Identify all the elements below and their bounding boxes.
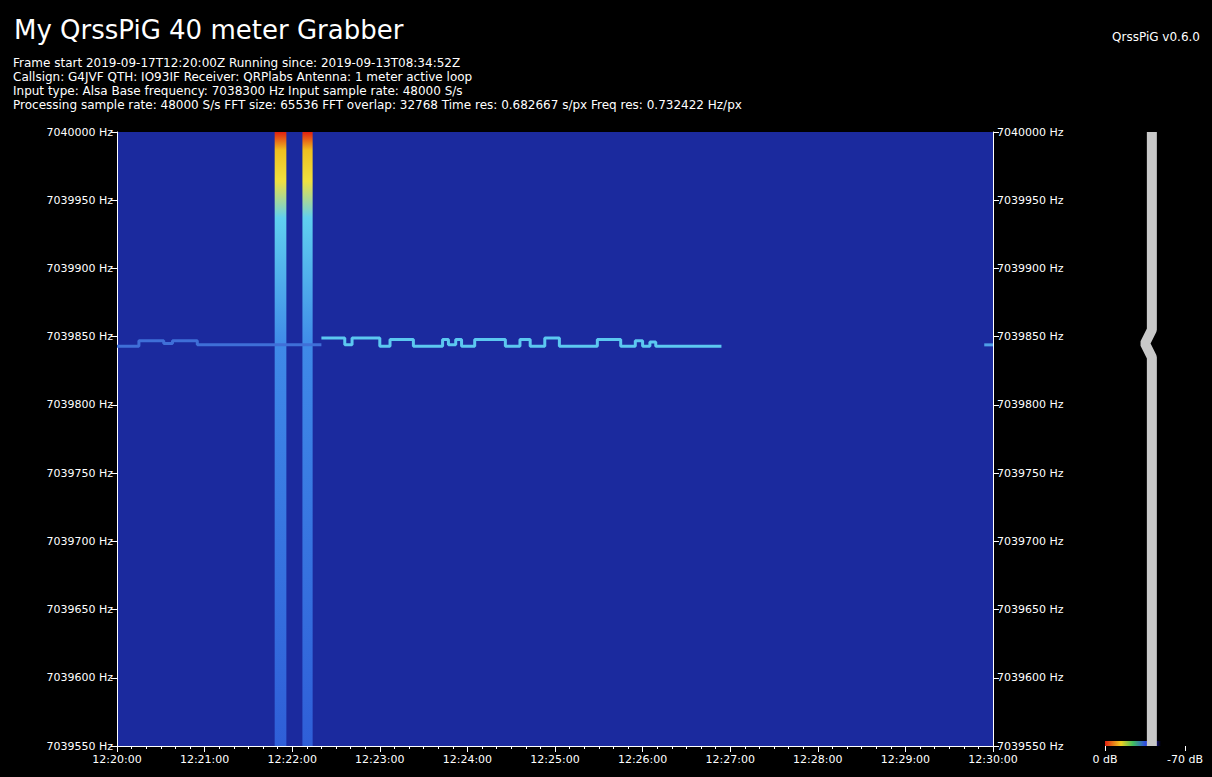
svg-text:Processing sample rate: 48000: Processing sample rate: 48000 S/s FFT si…	[13, 98, 742, 112]
svg-text:7039800 Hz: 7039800 Hz	[997, 398, 1064, 411]
svg-text:7039800 Hz: 7039800 Hz	[46, 398, 113, 411]
svg-text:12:26:00: 12:26:00	[618, 753, 667, 766]
svg-text:QrssPiG v0.6.0: QrssPiG v0.6.0	[1112, 30, 1200, 44]
svg-text:7039850 Hz: 7039850 Hz	[46, 330, 113, 343]
svg-text:7039750 Hz: 7039750 Hz	[46, 467, 113, 480]
svg-text:My QrssPiG 40 meter Grabber: My QrssPiG 40 meter Grabber	[14, 15, 404, 45]
svg-text:0 dB: 0 dB	[1092, 753, 1117, 766]
svg-text:7039650 Hz: 7039650 Hz	[997, 603, 1064, 616]
svg-text:7040000 Hz: 7040000 Hz	[997, 126, 1064, 139]
svg-text:7039700 Hz: 7039700 Hz	[997, 535, 1064, 548]
svg-text:7039700 Hz: 7039700 Hz	[46, 535, 113, 548]
svg-text:7039950 Hz: 7039950 Hz	[46, 194, 113, 207]
svg-text:12:30:00: 12:30:00	[968, 753, 1017, 766]
svg-text:12:27:00: 12:27:00	[705, 753, 754, 766]
svg-text:Callsign: G4JVF QTH: IO93IF Re: Callsign: G4JVF QTH: IO93IF Receiver: QR…	[13, 70, 472, 84]
svg-text:7039950 Hz: 7039950 Hz	[997, 194, 1064, 207]
svg-text:7039550 Hz: 7039550 Hz	[997, 740, 1064, 753]
svg-text:7039600 Hz: 7039600 Hz	[46, 671, 113, 684]
svg-text:12:22:00: 12:22:00	[267, 753, 316, 766]
svg-text:Frame start 2019-09-17T12:20:0: Frame start 2019-09-17T12:20:00Z Running…	[13, 56, 460, 70]
svg-text:7039600 Hz: 7039600 Hz	[997, 671, 1064, 684]
svg-text:12:21:00: 12:21:00	[180, 753, 229, 766]
svg-text:7039750 Hz: 7039750 Hz	[997, 467, 1064, 480]
svg-text:7040000 Hz: 7040000 Hz	[46, 126, 113, 139]
svg-text:7039650 Hz: 7039650 Hz	[46, 603, 113, 616]
svg-text:12:25:00: 12:25:00	[530, 753, 579, 766]
svg-text:7039550 Hz: 7039550 Hz	[46, 740, 113, 753]
svg-text:12:28:00: 12:28:00	[793, 753, 842, 766]
svg-text:12:20:00: 12:20:00	[92, 753, 141, 766]
svg-text:12:24:00: 12:24:00	[443, 753, 492, 766]
svg-text:7039900 Hz: 7039900 Hz	[997, 262, 1064, 275]
svg-text:7039850 Hz: 7039850 Hz	[997, 330, 1064, 343]
svg-text:12:23:00: 12:23:00	[355, 753, 404, 766]
svg-text:7039900 Hz: 7039900 Hz	[46, 262, 113, 275]
svg-text:12:29:00: 12:29:00	[881, 753, 930, 766]
svg-text:Input type: Alsa Base frequenc: Input type: Alsa Base frequency: 7038300…	[13, 84, 463, 98]
svg-text:-70 dB: -70 dB	[1167, 753, 1203, 766]
